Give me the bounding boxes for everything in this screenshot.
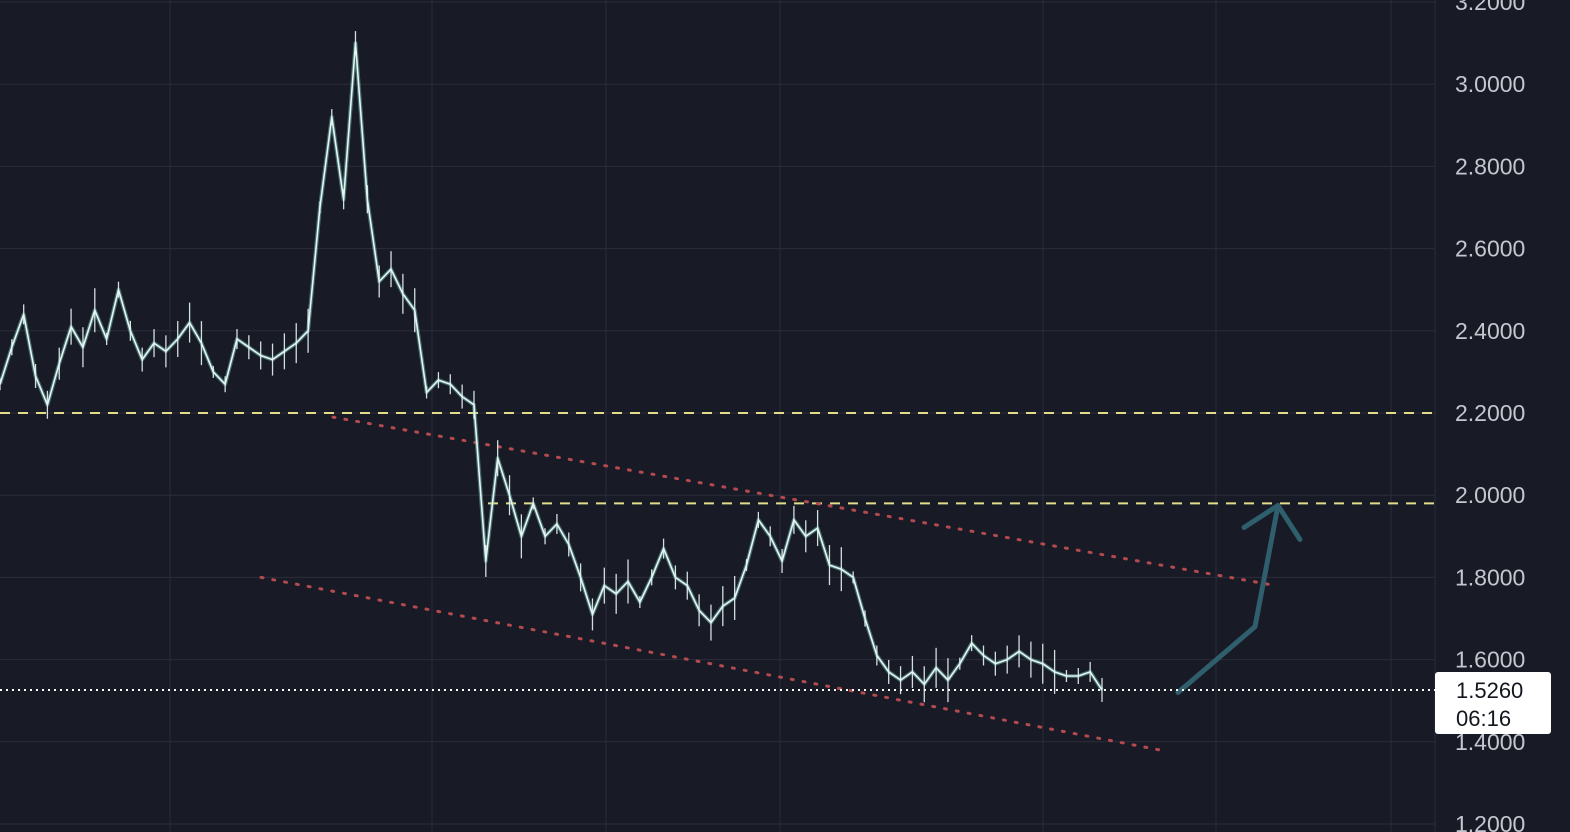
current-price-box: 1.5260 06:16 <box>1435 672 1551 735</box>
projection-arrowhead <box>1241 502 1303 542</box>
y-tick-label: 2.8000 <box>1455 153 1525 179</box>
trend-channel <box>259 415 1278 752</box>
projection-arrow <box>1175 502 1303 695</box>
trend-channel-upper <box>331 415 1278 588</box>
current-price-box-background <box>1435 672 1551 735</box>
y-tick-label: 1.8000 <box>1455 564 1525 590</box>
projection-path <box>1175 502 1281 695</box>
horizontal-levels <box>0 412 1435 505</box>
trend-channel-lower <box>259 575 1162 752</box>
current-price-value: 1.5260 <box>1456 678 1523 703</box>
y-tick-label: 2.0000 <box>1455 482 1525 508</box>
grid <box>0 0 1436 832</box>
y-tick-label: 1.2000 <box>1455 811 1525 832</box>
y-tick-label: 3.0000 <box>1455 71 1525 97</box>
price-series <box>0 31 1104 703</box>
y-tick-label: 2.2000 <box>1455 400 1525 426</box>
y-tick-label: 1.6000 <box>1455 647 1525 673</box>
y-tick-label: 2.6000 <box>1455 236 1525 262</box>
price-line <box>0 42 1103 691</box>
y-tick-label: 3.2000 <box>1455 0 1525 15</box>
candle-countdown: 06:16 <box>1456 706 1511 731</box>
y-tick-label: 2.4000 <box>1455 318 1525 344</box>
